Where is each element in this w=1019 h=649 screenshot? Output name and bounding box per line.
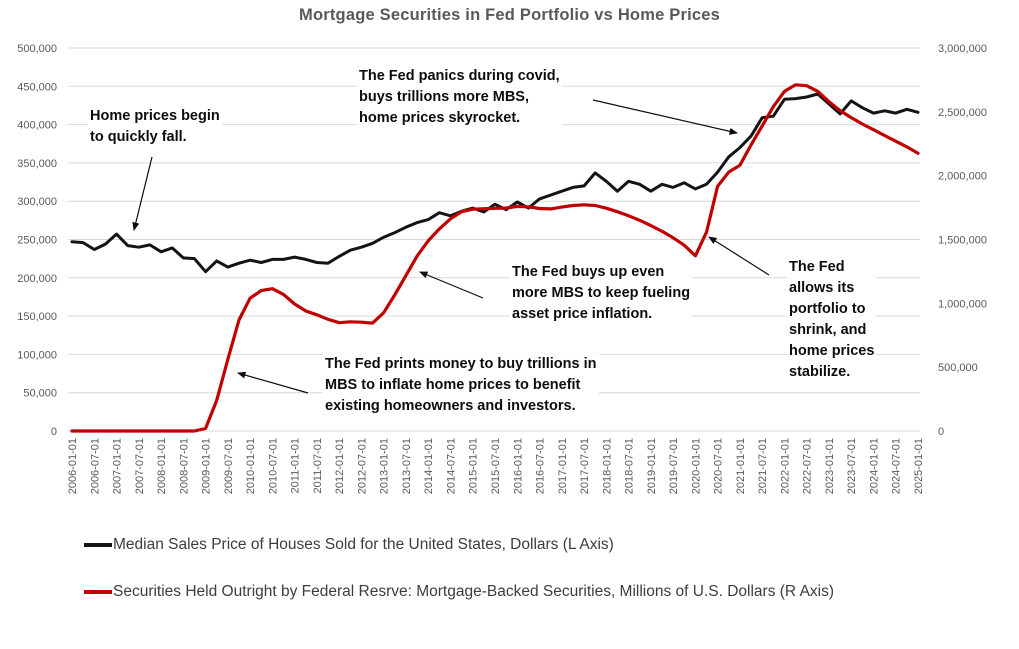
left-axis-tick-label: 0 bbox=[51, 426, 57, 438]
left-axis-tick-label: 350,000 bbox=[17, 158, 57, 170]
x-axis-tick-label: 2016-01-01 bbox=[512, 438, 524, 494]
x-axis-tick-label: 2014-01-01 bbox=[423, 438, 435, 494]
legend-item-fed-mbs: Securities Held Outright by Federal Resr… bbox=[84, 580, 990, 604]
x-axis-tick-label: 2021-01-01 bbox=[735, 438, 747, 494]
x-axis-tick-label: 2008-01-01 bbox=[156, 438, 168, 494]
chart-annotation: The Fed panics during covid, buys trilli… bbox=[357, 66, 562, 129]
left-axis-tick-label: 300,000 bbox=[17, 196, 57, 208]
right-axis-tick-label: 2,500,000 bbox=[938, 107, 987, 119]
x-axis-tick-label: 2010-01-01 bbox=[245, 438, 257, 494]
left-axis-tick-label: 100,000 bbox=[17, 349, 57, 361]
x-axis-tick-label: 2014-07-01 bbox=[445, 438, 457, 494]
x-axis-tick-label: 2010-07-01 bbox=[267, 438, 279, 494]
x-axis-tick-label: 2012-01-01 bbox=[334, 438, 346, 494]
left-axis-labels: 0 50,000 100,000 150,000 200,000 250,000 300,0… bbox=[17, 43, 57, 438]
annotation-arrow bbox=[419, 271, 484, 299]
annotation-arrow bbox=[237, 371, 309, 394]
legend-item-median-price: Median Sales Price of Houses Sold for th… bbox=[84, 533, 990, 557]
x-axis-tick-label: 2011-07-01 bbox=[312, 438, 324, 493]
x-axis-tick-label: 2015-01-01 bbox=[468, 438, 480, 494]
x-axis-tick-label: 2009-07-01 bbox=[223, 438, 235, 494]
x-axis-tick-label: 2024-01-01 bbox=[868, 438, 880, 494]
chart-legend: Median Sales Price of Houses Sold for th… bbox=[84, 533, 990, 604]
chart-annotation: Home prices begin to quickly fall. bbox=[88, 106, 222, 148]
x-axis-tick-label: 2015-07-01 bbox=[490, 438, 502, 494]
left-axis-tick-label: 200,000 bbox=[17, 273, 57, 285]
x-axis-tick-label: 2022-07-01 bbox=[802, 438, 814, 494]
x-axis-tick-label: 2013-01-01 bbox=[379, 438, 391, 494]
x-axis-tick-label: 2024-07-01 bbox=[891, 438, 903, 494]
left-axis-tick-label: 150,000 bbox=[17, 311, 57, 323]
right-axis-tick-label: 1,500,000 bbox=[938, 235, 987, 247]
left-axis-tick-label: 450,000 bbox=[17, 81, 57, 93]
x-axis-tick-label: 2009-01-01 bbox=[201, 438, 213, 494]
x-axis-tick-label: 2020-01-01 bbox=[690, 438, 702, 494]
right-axis-tick-label: 0 bbox=[938, 426, 944, 438]
chart-annotation: The Fed buys up even more MBS to keep fu… bbox=[510, 262, 693, 325]
right-axis-labels: 0 500,000 1,000,000 1,500,000 2,000,000 2,500… bbox=[938, 43, 987, 438]
legend-label-median-price: Median Sales Price of Houses Sold for th… bbox=[113, 536, 614, 553]
x-axis-tick-label: 2023-01-01 bbox=[824, 438, 836, 494]
x-axis-tick-label: 2018-07-01 bbox=[624, 438, 636, 494]
left-axis-tick-label: 400,000 bbox=[17, 120, 57, 132]
left-axis-tick-label: 50,000 bbox=[23, 388, 57, 400]
x-axis-tick-label: 2007-01-01 bbox=[112, 438, 124, 494]
annotation-arrow bbox=[592, 99, 738, 135]
x-axis-tick-label: 2020-07-01 bbox=[713, 438, 725, 494]
x-axis-tick-label: 2007-07-01 bbox=[134, 438, 146, 494]
x-axis-tick-label: 2017-07-01 bbox=[579, 438, 591, 494]
x-axis-tick-label: 2022-01-01 bbox=[779, 438, 791, 494]
left-axis-tick-label: 500,000 bbox=[17, 43, 57, 55]
x-axis-tick-label: 2011-01-01 bbox=[290, 438, 302, 493]
annotation-arrow bbox=[132, 156, 153, 231]
right-axis-tick-label: 500,000 bbox=[938, 362, 978, 374]
series-line-median-price bbox=[70, 92, 920, 274]
x-axis-tick-label: 2008-07-01 bbox=[178, 438, 190, 494]
chart-annotation: The Fed prints money to buy trillions in… bbox=[323, 354, 599, 417]
right-axis-tick-label: 3,000,000 bbox=[938, 43, 987, 55]
x-axis-tick-label: 2025-01-01 bbox=[913, 438, 925, 494]
x-axis-labels: 2006-01-01 2006-07-01 2007-01-01 2007-07-01… bbox=[67, 438, 925, 494]
x-axis-tick-label: 2012-07-01 bbox=[356, 438, 368, 494]
x-axis-tick-label: 2013-07-01 bbox=[401, 438, 413, 494]
x-axis-tick-label: 2019-07-01 bbox=[668, 438, 680, 494]
x-axis-tick-label: 2017-01-01 bbox=[557, 438, 569, 494]
x-axis-tick-label: 2006-01-01 bbox=[67, 438, 79, 494]
annotation-arrows bbox=[132, 99, 770, 394]
x-axis-tick-label: 2018-01-01 bbox=[601, 438, 613, 494]
x-axis-tick-label: 2006-07-01 bbox=[89, 438, 101, 494]
right-axis-tick-label: 2,000,000 bbox=[938, 171, 987, 183]
chart-title: Mortgage Securities in Fed Portfolio vs … bbox=[299, 6, 720, 24]
right-axis-tick-label: 1,000,000 bbox=[938, 298, 987, 310]
left-axis-tick-label: 250,000 bbox=[17, 235, 57, 247]
legend-label-fed-mbs: Securities Held Outright by Federal Resr… bbox=[113, 583, 835, 600]
x-axis-tick-label: 2023-07-01 bbox=[846, 438, 858, 494]
series-lines bbox=[70, 83, 920, 433]
x-axis-tick-label: 2016-07-01 bbox=[535, 438, 547, 494]
x-axis-tick-label: 2021-07-01 bbox=[757, 438, 769, 494]
x-axis-tick-label: 2019-01-01 bbox=[646, 438, 658, 494]
annotation-arrow bbox=[708, 236, 770, 276]
series-line-fed-mbs bbox=[70, 83, 920, 433]
legend-line-marker-red bbox=[84, 590, 112, 594]
chart-annotation: The Fed allows its portfolio to shrink, … bbox=[787, 257, 877, 383]
legend-line-marker-black bbox=[84, 543, 112, 547]
